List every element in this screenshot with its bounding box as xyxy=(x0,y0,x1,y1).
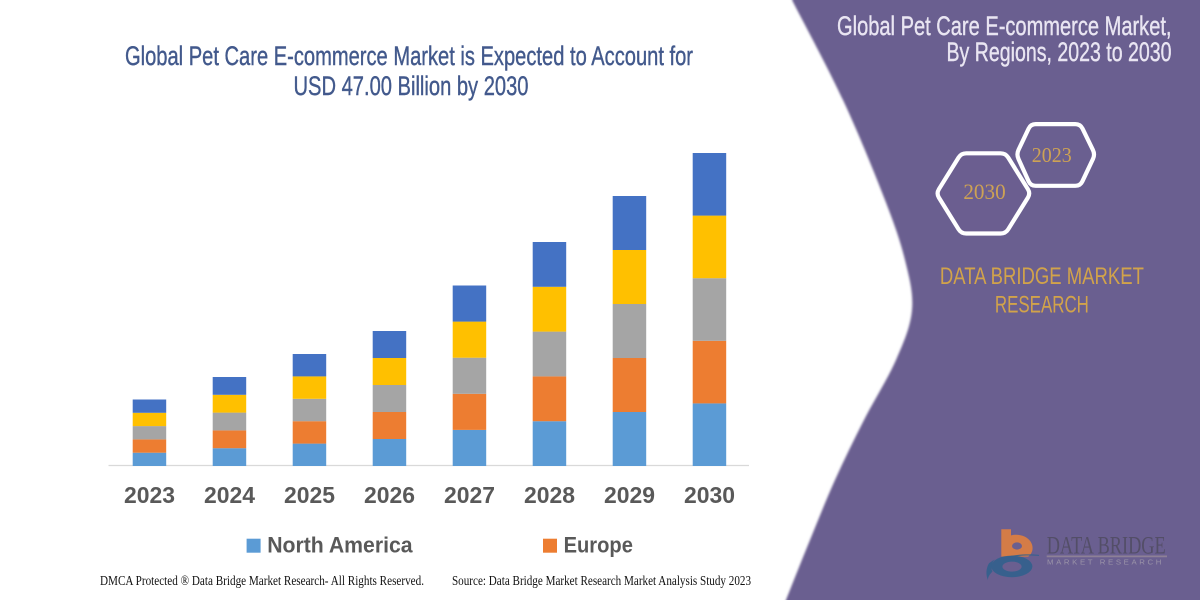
svg-text:Europe: Europe xyxy=(564,532,633,557)
svg-text:North America: North America xyxy=(267,532,413,557)
svg-text:2028: 2028 xyxy=(524,482,575,508)
svg-text:2025: 2025 xyxy=(284,482,335,508)
svg-text:Global Pet Care E-commerce Mar: Global Pet Care E-commerce Market is Exp… xyxy=(125,41,693,71)
svg-text:2030: 2030 xyxy=(684,482,735,508)
svg-text:2023: 2023 xyxy=(124,482,175,508)
svg-text:Global Pet Care E-commerce Mar: Global Pet Care E-commerce Market, xyxy=(837,11,1172,41)
svg-text:RESEARCH: RESEARCH xyxy=(995,291,1089,318)
svg-text:DMCA Protected ® Data Bridge M: DMCA Protected ® Data Bridge Market Rese… xyxy=(100,574,424,589)
svg-text:2027: 2027 xyxy=(444,482,495,508)
svg-text:MARKET RESEARCH: MARKET RESEARCH xyxy=(1047,557,1164,566)
svg-text:DATA BRIDGE MARKET: DATA BRIDGE MARKET xyxy=(940,263,1144,290)
svg-text:2029: 2029 xyxy=(604,482,655,508)
svg-text:USD 47.00 Billion by 2030: USD 47.00 Billion by 2030 xyxy=(294,71,529,101)
svg-text:Source: Data Bridge Market Res: Source: Data Bridge Market Research Mark… xyxy=(452,574,751,589)
svg-text:By Regions, 2023 to 2030: By Regions, 2023 to 2030 xyxy=(947,37,1172,67)
svg-text:2026: 2026 xyxy=(364,482,415,508)
svg-text:DATA BRIDGE: DATA BRIDGE xyxy=(1047,533,1166,560)
svg-text:2024: 2024 xyxy=(204,482,255,508)
svg-text:2030: 2030 xyxy=(963,179,1005,204)
svg-text:2023: 2023 xyxy=(1032,143,1072,167)
